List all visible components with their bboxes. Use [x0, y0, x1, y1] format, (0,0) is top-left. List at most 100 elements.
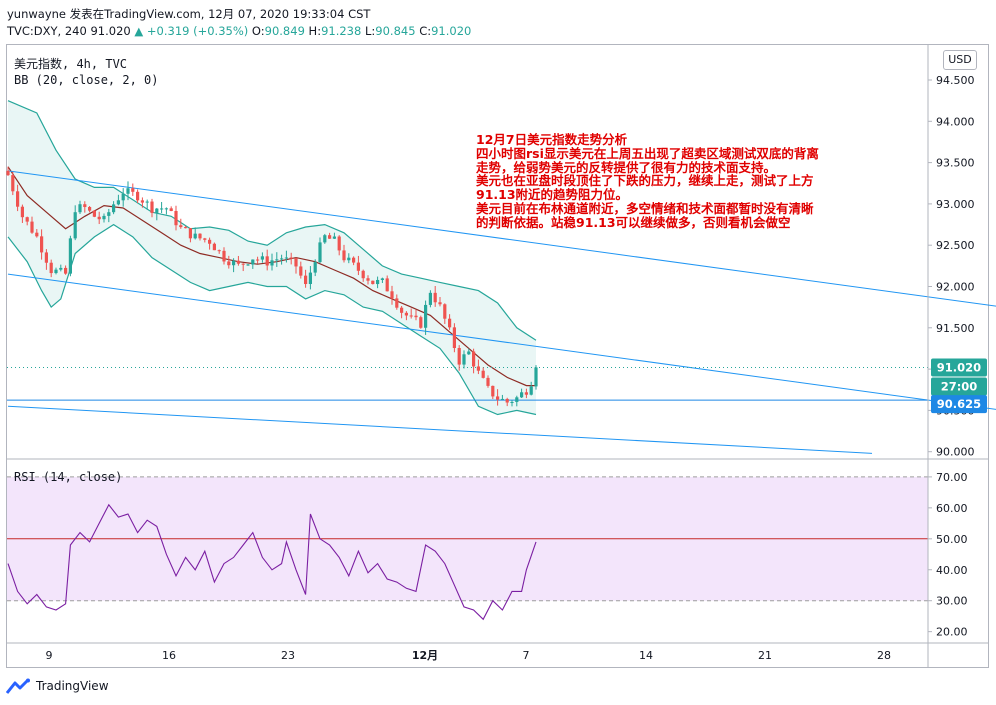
time-tick-label: 16	[162, 649, 176, 662]
candle-body	[136, 191, 140, 201]
candle-body	[462, 354, 466, 365]
candle-body	[44, 252, 48, 263]
candle-body	[150, 201, 154, 213]
candle-body	[246, 264, 250, 266]
candle-body	[505, 398, 509, 403]
trend-channel-line	[7, 170, 996, 307]
candle-body	[188, 228, 192, 239]
symbol-legend[interactable]: 美元指数, 4h, TVC	[14, 57, 128, 71]
tradingview-logo-icon	[6, 678, 30, 694]
footer-brand-label: TradingView	[36, 679, 109, 693]
candle-body	[404, 312, 408, 316]
candle-body	[428, 292, 432, 305]
candle-body	[347, 257, 351, 261]
rsi-tick-label: 70.00	[936, 471, 968, 484]
candle-body	[448, 318, 452, 328]
candle-body	[164, 208, 168, 210]
candle-body	[481, 370, 485, 378]
candle-body	[289, 257, 293, 259]
candle-body	[25, 217, 29, 222]
candle-body	[376, 279, 380, 285]
open-value: 90.849	[264, 24, 305, 38]
candle-body	[476, 366, 480, 371]
candle-body	[515, 397, 519, 402]
candle-body	[179, 225, 183, 228]
bb-upper-line	[7, 100, 537, 341]
candle-body	[524, 392, 528, 395]
candle-body	[140, 200, 144, 203]
candle-body	[534, 367, 538, 387]
candle-body	[68, 238, 72, 274]
candle-body	[256, 259, 260, 261]
candle-body	[323, 235, 327, 243]
candle-body	[20, 206, 24, 218]
candle-body	[73, 212, 77, 239]
candle-body	[318, 242, 322, 263]
currency-button[interactable]: USD	[943, 50, 977, 70]
price-tick-label: 92.000	[936, 281, 975, 294]
annotation-line: 走势，给弱势美元的反转提供了很有力的技术面支持。	[476, 159, 777, 175]
candle-body	[35, 232, 39, 237]
candle-body	[270, 260, 274, 266]
candle-body	[337, 236, 341, 251]
price-tick-label: 90.000	[936, 446, 975, 459]
candle-body	[356, 262, 360, 271]
candle-body	[64, 267, 68, 274]
last-price-badge-bg	[931, 358, 987, 377]
price-tick-label: 91.500	[936, 322, 975, 335]
rsi-tick-label: 20.00	[936, 626, 968, 639]
footer-brand[interactable]: TradingView	[6, 678, 109, 694]
close-label: C:	[419, 24, 432, 38]
candle-body	[251, 259, 255, 265]
annotation-line: 12月7日美元指数走势分析	[476, 132, 628, 147]
candle-body	[112, 204, 116, 213]
candle-body	[438, 302, 442, 305]
time-tick-label: 21	[758, 649, 772, 662]
candle-body	[510, 401, 514, 403]
low-value: 90.845	[375, 24, 416, 38]
candle-body	[193, 233, 197, 239]
ohlc-line: TVC:DXY, 240 91.020 ▲ +0.319 (+0.35%) O:…	[7, 24, 471, 38]
price-tick-label: 92.500	[936, 239, 975, 252]
rsi-line	[7, 503, 537, 621]
candle-body	[500, 398, 504, 400]
symbol-price: TVC:DXY, 240 91.020	[7, 24, 131, 38]
candle-body	[92, 210, 96, 217]
candle-body	[419, 317, 423, 328]
rsi-legend[interactable]: RSI (14, close)	[14, 470, 123, 484]
candle-body	[361, 270, 365, 279]
candle-body	[366, 278, 370, 281]
candle-body	[222, 250, 226, 262]
candle-body	[145, 201, 149, 203]
candle-body	[380, 278, 384, 280]
candle-body	[232, 260, 236, 266]
candle-body	[54, 269, 58, 274]
candle-body	[342, 250, 346, 261]
rsi-pane	[7, 476, 928, 621]
trend-channel-line	[7, 405, 873, 454]
level-badge-bg	[931, 395, 987, 414]
price-pane	[6, 100, 996, 454]
candle-body	[395, 298, 399, 308]
candle-body	[174, 210, 178, 226]
candle-body	[304, 275, 308, 285]
candle-body	[16, 191, 20, 207]
chart-frame	[6, 44, 989, 668]
candle-body	[467, 351, 471, 355]
candle-body	[400, 307, 404, 313]
candle-body	[236, 260, 240, 264]
annotation-line: 美元目前在布林通道附近，多空情绪和技术面都暂时没有清晰	[476, 200, 814, 216]
candle-body	[227, 261, 231, 266]
annotation-line: 91.13附近的趋势阻力位。	[476, 187, 629, 203]
candle-body	[198, 233, 202, 239]
candle-body	[160, 208, 164, 210]
level-badge: 90.625	[937, 397, 981, 411]
candle-body	[88, 207, 92, 211]
bb-legend[interactable]: BB (20, close, 2, 0)	[14, 73, 159, 87]
candle-body	[371, 280, 375, 285]
candle-body	[486, 377, 490, 386]
publish-info: yunwayne 发表在TradingView.com, 12月 07, 202…	[7, 7, 371, 21]
time-tick-label: 28	[877, 649, 891, 662]
axes: 94.500 94.000 93.500 93.000 92.500 92.000 91.5…	[7, 45, 989, 668]
